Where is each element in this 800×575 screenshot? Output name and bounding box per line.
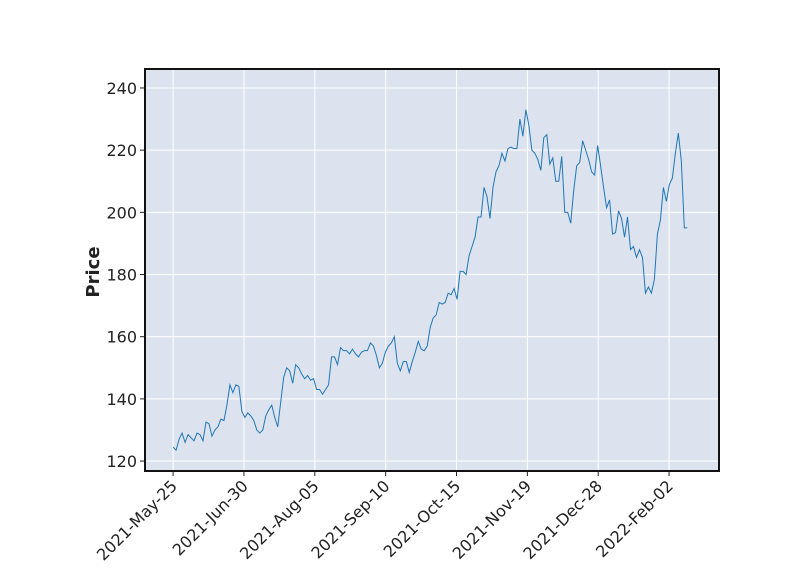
y-axis-label: Price (83, 246, 104, 297)
price-line (172, 109, 688, 452)
y-tick-label: 180 (106, 266, 137, 285)
y-tick-label: 160 (106, 328, 137, 347)
y-tick-label: 240 (106, 79, 137, 98)
grid (145, 69, 719, 471)
y-tick-label: 200 (106, 203, 137, 222)
x-tick-label: 2021-May-25 (93, 476, 181, 564)
y-tick-label: 220 (106, 141, 137, 160)
axes-frame (144, 68, 720, 472)
y-tick-label: 120 (106, 452, 137, 471)
plot-area (145, 69, 719, 471)
plot (172, 109, 688, 452)
y-tick-label: 140 (106, 390, 137, 409)
